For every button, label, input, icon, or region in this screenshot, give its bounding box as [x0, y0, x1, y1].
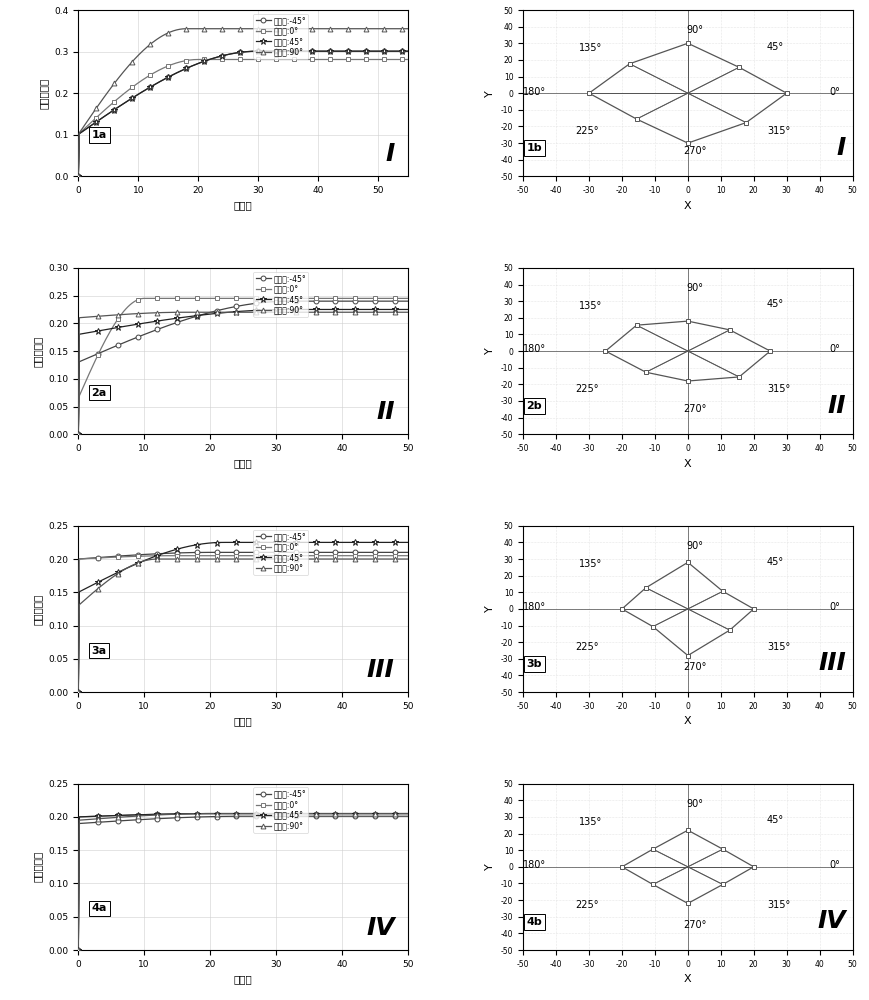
- X-axis label: 滞后距: 滞后距: [234, 201, 252, 211]
- Text: 1a: 1a: [91, 130, 107, 140]
- Text: 135°: 135°: [578, 817, 601, 827]
- Legend: 方位角:-45°, 方位角:0°, 方位角:45°, 方位角:90°: 方位角:-45°, 方位角:0°, 方位角:45°, 方位角:90°: [253, 530, 308, 575]
- Text: 90°: 90°: [685, 799, 702, 809]
- Text: 45°: 45°: [766, 299, 783, 309]
- X-axis label: 滞后距: 滞后距: [234, 974, 252, 984]
- Text: 225°: 225°: [574, 642, 598, 652]
- Text: 135°: 135°: [578, 301, 601, 311]
- Text: 90°: 90°: [685, 283, 702, 293]
- Text: 270°: 270°: [682, 404, 706, 414]
- Text: III: III: [367, 658, 395, 682]
- Text: II: II: [375, 400, 395, 424]
- Text: 270°: 270°: [682, 662, 706, 672]
- Text: 90°: 90°: [685, 25, 702, 35]
- X-axis label: X: X: [683, 974, 691, 984]
- Text: IV: IV: [817, 909, 845, 933]
- Text: 45°: 45°: [766, 557, 783, 567]
- Text: 0°: 0°: [828, 87, 839, 97]
- Text: 90°: 90°: [685, 541, 702, 551]
- Text: 225°: 225°: [574, 126, 598, 136]
- Text: 2b: 2b: [526, 401, 541, 411]
- Text: I: I: [836, 136, 845, 160]
- Y-axis label: Y: Y: [485, 863, 494, 870]
- X-axis label: 滞后距: 滞后距: [234, 716, 252, 726]
- Text: 45°: 45°: [766, 815, 783, 825]
- Y-axis label: 变差函数値: 变差函数値: [33, 593, 43, 625]
- Y-axis label: 变差函数値: 变差函数値: [33, 335, 43, 367]
- Text: 4b: 4b: [526, 917, 541, 927]
- Text: 225°: 225°: [574, 384, 598, 394]
- X-axis label: 滞后距: 滞后距: [234, 459, 252, 469]
- Text: 2a: 2a: [91, 388, 107, 398]
- Text: 315°: 315°: [766, 900, 789, 910]
- Legend: 方位角:-45°, 方位角:0°, 方位角:45°, 方位角:90°: 方位角:-45°, 方位角:0°, 方位角:45°, 方位角:90°: [253, 14, 308, 59]
- Legend: 方位角:-45°, 方位角:0°, 方位角:45°, 方位角:90°: 方位角:-45°, 方位角:0°, 方位角:45°, 方位角:90°: [253, 272, 308, 317]
- Text: 0°: 0°: [828, 602, 839, 612]
- Text: 1b: 1b: [526, 143, 541, 153]
- X-axis label: X: X: [683, 459, 691, 469]
- Text: 135°: 135°: [578, 559, 601, 569]
- Text: 180°: 180°: [522, 860, 546, 870]
- Text: 225°: 225°: [574, 900, 598, 910]
- Text: I: I: [385, 142, 395, 166]
- Text: 3b: 3b: [526, 659, 541, 669]
- Text: 45°: 45°: [766, 42, 783, 52]
- Text: 270°: 270°: [682, 146, 706, 156]
- Text: 0°: 0°: [828, 344, 839, 354]
- Text: 315°: 315°: [766, 384, 789, 394]
- Y-axis label: Y: Y: [485, 90, 494, 97]
- Text: 3a: 3a: [91, 646, 107, 656]
- Text: IV: IV: [366, 916, 395, 940]
- Text: 180°: 180°: [522, 344, 546, 354]
- Text: 270°: 270°: [682, 920, 706, 930]
- Text: II: II: [826, 394, 845, 418]
- Y-axis label: Y: Y: [485, 606, 494, 612]
- Text: III: III: [818, 651, 845, 675]
- Text: 315°: 315°: [766, 642, 789, 652]
- X-axis label: X: X: [683, 201, 691, 211]
- Text: 135°: 135°: [578, 43, 601, 53]
- Legend: 方位角:-45°, 方位角:0°, 方位角:45°, 方位角:90°: 方位角:-45°, 方位角:0°, 方位角:45°, 方位角:90°: [253, 787, 308, 833]
- Y-axis label: 变差函数値: 变差函数値: [38, 78, 49, 109]
- Text: 315°: 315°: [766, 126, 789, 136]
- Text: 0°: 0°: [828, 860, 839, 870]
- Y-axis label: Y: Y: [485, 348, 494, 354]
- Text: 4a: 4a: [91, 903, 107, 913]
- X-axis label: X: X: [683, 716, 691, 726]
- Y-axis label: 变差函数値: 变差函数値: [33, 851, 43, 882]
- Text: 180°: 180°: [522, 602, 546, 612]
- Text: 180°: 180°: [522, 87, 546, 97]
